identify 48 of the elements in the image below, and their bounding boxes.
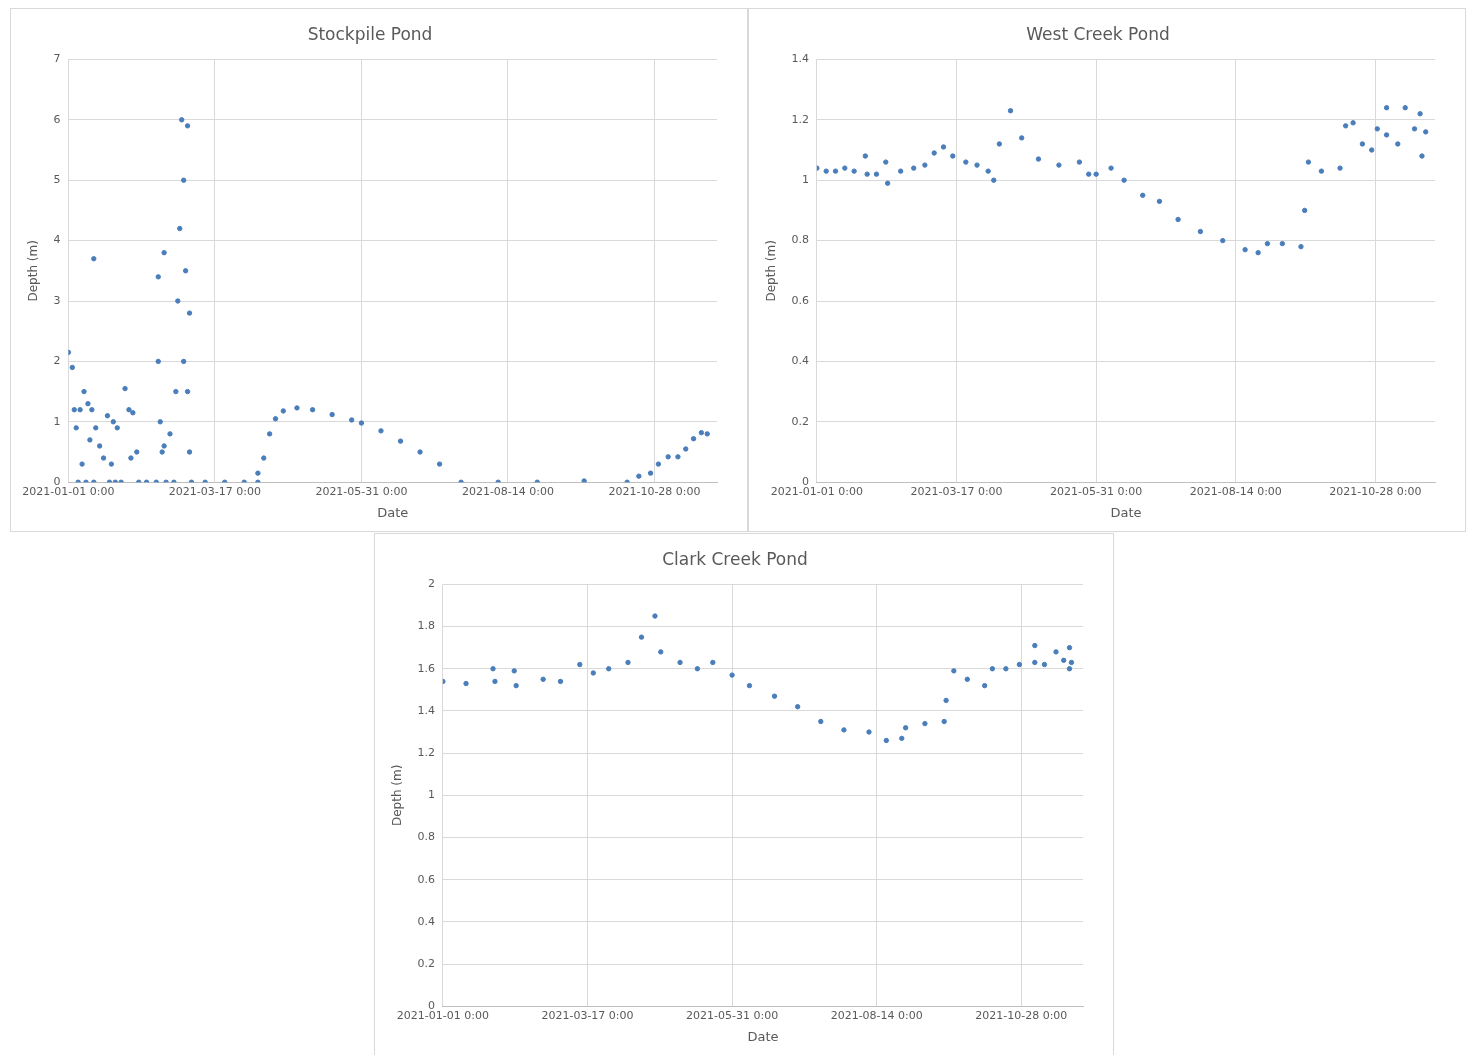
y-tick-label: 1 [427,788,435,802]
x-tick-label: 2021-01-01 0:00 [396,1008,489,1022]
x-tick-label: 2021-10-28 0:00 [608,484,701,498]
y-tick-label: 7 [53,52,61,66]
x-tick-label: 2021-05-31 0:00 [1050,484,1143,498]
y-tick-label: 1.4 [791,52,809,66]
y-axis-title: Depth (m) [764,240,779,302]
y-tick-label: 1 [801,173,809,187]
y-axis-title: Depth (m) [26,240,41,302]
x-tick-label: 2021-03-17 0:00 [168,484,261,498]
y-tick-label: 0.8 [791,233,809,247]
chart-title: Clark Creek Pond [662,548,808,569]
y-tick-label: 2 [53,354,61,368]
y-tick-label: 4 [53,233,61,247]
x-tick-label: 2021-03-17 0:00 [910,484,1003,498]
chart-title: West Creek Pond [1026,23,1170,44]
chart-title: Stockpile Pond [307,23,433,44]
y-tick-label: 0.8 [417,830,435,844]
y-tick-label: 3 [53,293,61,307]
y-tick-label: 1 [53,414,61,428]
y-tick-label: 1.2 [791,112,809,126]
y-tick-label: 5 [53,173,61,187]
x-axis-title: Date [747,1028,779,1044]
y-tick-label: 1.8 [417,619,435,633]
y-tick-label: 0.6 [791,293,809,307]
y-tick-label: 1.6 [417,661,435,675]
y-tick-label: 0.4 [417,914,435,928]
x-tick-label: 2021-10-28 0:00 [1329,484,1422,498]
x-tick-label: 2021-08-14 0:00 [1189,484,1282,498]
x-tick-label: 2021-03-17 0:00 [541,1008,634,1022]
y-tick-label: 1.2 [417,745,435,759]
y-tick-label: 6 [53,112,61,126]
x-tick-label: 2021-01-01 0:00 [22,484,115,498]
x-tick-label: 2021-05-31 0:00 [686,1008,779,1022]
x-tick-label: 2021-08-14 0:00 [461,484,555,498]
y-tick-label: 1.4 [417,703,435,717]
x-tick-label: 2021-05-31 0:00 [315,484,408,498]
y-tick-label: 0.2 [417,956,435,970]
x-axis-title: Date [377,504,409,520]
x-tick-label: 2021-01-01 0:00 [770,484,863,498]
x-tick-label: 2021-08-14 0:00 [830,1008,923,1022]
y-tick-label: 0.2 [791,414,809,428]
x-tick-label: 2021-10-28 0:00 [975,1008,1068,1022]
y-tick-label: 0.6 [417,872,435,886]
y-axis-title: Depth (m) [390,764,405,827]
x-axis-title: Date [1110,504,1142,520]
y-tick-label: 2 [427,577,435,591]
y-tick-label: 0.4 [791,354,809,368]
